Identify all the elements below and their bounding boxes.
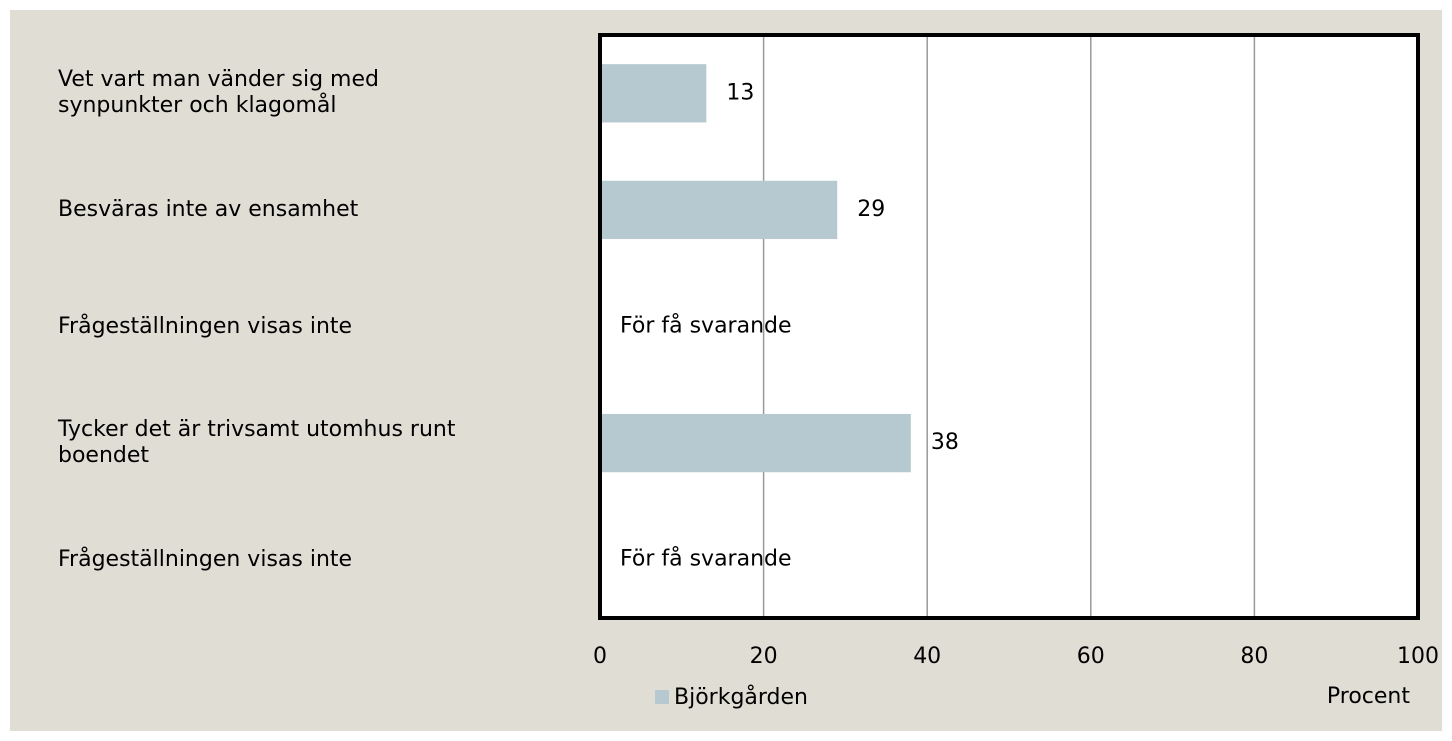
y-tick-label: Tycker det är trivsamt utomhus runt boen… (58, 417, 456, 469)
x-tick-label: 100 (1397, 644, 1439, 669)
plot-border (598, 33, 1420, 620)
x-tick-label: 0 (593, 644, 607, 669)
data-label: 13 (726, 80, 754, 105)
x-tick-label: 20 (750, 644, 778, 669)
y-tick-label: Frågeställningen visas inte (58, 313, 353, 339)
data-label: För få svarande (620, 313, 792, 339)
y-tick-label: Vet vart man vänder sig med synpunkter o… (58, 67, 379, 119)
bar (600, 180, 838, 240)
x-tick-label: 60 (1077, 644, 1105, 669)
plot-area (600, 35, 1418, 618)
data-label: För få svarande (620, 546, 792, 572)
y-tick-label: Frågeställningen visas inte (58, 546, 353, 572)
bar (600, 64, 707, 123)
legend-swatch (655, 690, 669, 704)
data-label: 29 (857, 197, 885, 222)
legend-label: Björkgården (674, 684, 808, 710)
data-label: 38 (931, 430, 959, 455)
y-tick-label: Besväras inte av ensamhet (58, 196, 359, 222)
x-axis-label: Procent (1327, 684, 1410, 709)
x-tick-label: 80 (1240, 644, 1268, 669)
x-tick-label: 40 (913, 644, 941, 669)
bar (600, 413, 911, 473)
